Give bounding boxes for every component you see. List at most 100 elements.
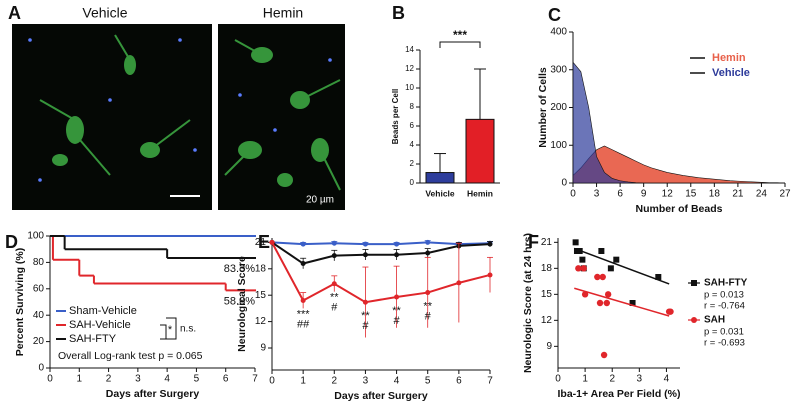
y-tick-label: 400 — [550, 27, 567, 38]
point — [580, 265, 587, 272]
point — [594, 273, 601, 281]
point — [604, 291, 612, 298]
panel-a: A Vehicle Hemin 20 µm — [8, 3, 345, 210]
x-tick-label: 1 — [582, 374, 588, 385]
significance-bracket — [439, 41, 481, 48]
point — [394, 294, 400, 300]
y-tick-label: 21 — [255, 237, 267, 248]
legend-label: SAH-Vehicle — [69, 319, 131, 331]
point — [362, 241, 368, 247]
point — [613, 256, 620, 263]
point — [394, 252, 400, 258]
end-label: 83.3% — [224, 263, 255, 275]
trend-line — [574, 247, 670, 285]
x-tick-label: 0 — [269, 376, 275, 387]
x-axis-label: Days after Surgery — [106, 388, 200, 400]
bracket — [160, 317, 177, 340]
x-tick-label: 4 — [664, 374, 670, 385]
point — [603, 299, 610, 307]
y-tick-label: 60 — [33, 283, 45, 294]
legend-label: Hemin — [712, 52, 746, 64]
image-title: Hemin — [263, 5, 303, 21]
point — [596, 299, 604, 307]
point — [300, 297, 306, 303]
x-tick-label: Hemin — [467, 188, 493, 198]
x-tick-label: 7 — [252, 374, 258, 385]
point — [425, 290, 431, 296]
y-tick-label: 15 — [255, 290, 267, 301]
panel-label: C — [548, 5, 561, 25]
y-tick-label: 0 — [561, 178, 567, 189]
x-tick-label: 4 — [164, 374, 170, 385]
line — [271, 241, 491, 246]
point — [300, 241, 306, 247]
significance: *** — [453, 28, 467, 42]
area — [572, 61, 785, 184]
x-tick-label: 6 — [456, 376, 462, 387]
x-tick-label: 3 — [363, 376, 369, 387]
point — [600, 351, 608, 359]
y-tick-label: 10 — [405, 83, 414, 92]
micrograph — [12, 24, 212, 210]
legend-label: Sham-Vehicle — [69, 305, 137, 317]
y-tick-label: 0 — [410, 178, 415, 187]
y-tick-label: 12 — [541, 315, 553, 326]
legend-label: Vehicle — [712, 67, 750, 79]
y-axis-label: Neurological Score — [236, 256, 248, 352]
x-axis-label: Number of Beads — [636, 203, 723, 215]
y-tick-label: 200 — [550, 102, 567, 113]
point — [576, 248, 583, 254]
x-tick-label: 15 — [685, 189, 697, 200]
x-tick-label: 1 — [300, 376, 306, 387]
x-tick-label: 3 — [637, 374, 643, 385]
point — [655, 274, 662, 280]
x-axis-label: Iba-1+ Area Per Field (%) — [557, 388, 680, 400]
y-axis-label: Number of Cells — [537, 67, 549, 148]
y-tick-label: 100 — [550, 140, 567, 151]
point — [269, 239, 275, 245]
line — [271, 241, 491, 265]
legend-stat: p = 0.013 — [704, 290, 744, 301]
point — [331, 253, 337, 259]
y-axis-label: Neurologic Score (at 24 hrs) — [522, 233, 534, 373]
x-tick-label: 21 — [732, 189, 744, 200]
significance: ** — [392, 305, 401, 317]
significance: # — [425, 310, 432, 322]
x-tick-label: 2 — [332, 376, 338, 387]
point — [598, 248, 605, 254]
trend-line — [574, 287, 670, 317]
significance: *** — [297, 308, 311, 320]
x-tick-label: 0 — [47, 374, 53, 385]
y-tick-label: 100 — [27, 231, 44, 242]
significance: # — [362, 320, 369, 332]
x-tick-label: 3 — [594, 189, 600, 200]
y-tick-label: 2 — [410, 159, 415, 168]
y-tick-label: 12 — [405, 64, 414, 73]
y-tick-label: 20 — [33, 336, 45, 347]
x-tick-label: 27 — [779, 189, 791, 200]
point — [579, 256, 586, 263]
point — [394, 241, 400, 247]
point — [456, 280, 462, 286]
panel-label: E — [258, 232, 270, 252]
x-tick-label: 6 — [223, 374, 229, 385]
y-tick-label: 21 — [541, 237, 553, 248]
legend-stat: r = -0.693 — [704, 338, 745, 349]
point — [599, 273, 606, 281]
point — [331, 281, 337, 287]
end-label: 58.8% — [224, 295, 255, 307]
y-axis-label: Beads per Cell — [391, 89, 400, 145]
point — [572, 239, 579, 246]
point — [425, 239, 431, 245]
x-tick-label: 24 — [756, 189, 768, 200]
x-tick-label: 5 — [425, 376, 431, 387]
y-tick-label: 6 — [410, 121, 415, 130]
legend-label: SAH-FTY — [704, 278, 748, 289]
bar — [425, 172, 455, 184]
legend-stat: p = 0.031 — [704, 327, 744, 338]
x-tick-label: 2 — [609, 374, 615, 385]
x-tick-label: 5 — [194, 374, 200, 385]
significance: ## — [297, 318, 310, 330]
y-tick-label: 0 — [38, 363, 44, 374]
point — [667, 308, 674, 315]
